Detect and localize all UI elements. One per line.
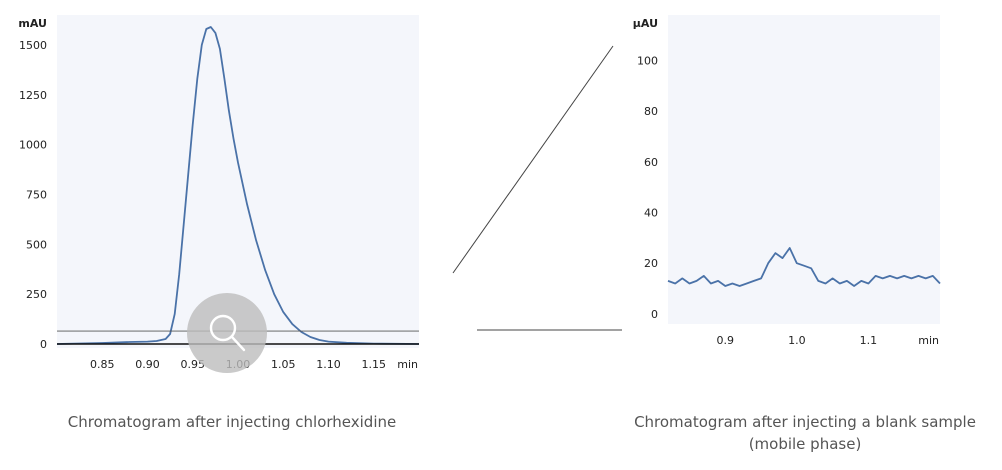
y-tick-label: 1500: [19, 39, 47, 52]
y-tick-label: 1250: [19, 89, 47, 102]
chlorhexidine-chromatogram: 02505007501000125015000.850.900.951.001.…: [18, 15, 420, 373]
x-tick-label: 0.90: [135, 358, 160, 371]
chart2-plot-area: [668, 15, 940, 324]
y-tick-label: 1000: [19, 139, 47, 152]
y-tick-label: 500: [26, 238, 47, 251]
y-tick-label: 80: [644, 105, 658, 118]
y-tick-label: 0: [40, 338, 47, 351]
x-axis-unit: min: [397, 358, 418, 371]
x-tick-label: 0.85: [90, 358, 115, 371]
blank-sample-chromatogram: 0 20 40 60 80 100 0.9 1.0 1.1 μAU min: [633, 15, 941, 347]
zoom-circle: [187, 293, 267, 373]
y-tick-label: 250: [26, 288, 47, 301]
x-tick-label: 0.9: [717, 334, 735, 347]
y-tick-label: 60: [644, 156, 658, 169]
chart2-caption: Chromatogram after injecting a blank sam…: [634, 413, 976, 453]
x-tick-label: 1.05: [271, 358, 296, 371]
x-tick-label: 1.15: [362, 358, 387, 371]
y-tick-label: 750: [26, 188, 47, 201]
magnifier-icon: [209, 314, 246, 352]
x-tick-label: 1.0: [788, 334, 806, 347]
y-tick-label: 20: [644, 257, 658, 270]
x-tick-label: 1.1: [860, 334, 878, 347]
zoom-connector-upper: [452, 45, 614, 274]
x-axis-unit: min: [918, 334, 939, 347]
chart2-trace: [667, 247, 941, 287]
chart1-caption: Chromatogram after injecting chlorhexidi…: [67, 413, 397, 431]
y-axis-unit: μAU: [633, 17, 658, 30]
chart1-plot-area: [57, 15, 419, 348]
y-tick-label: 40: [644, 207, 658, 220]
y-tick-label: 100: [637, 55, 658, 68]
y-axis-unit: mAU: [18, 17, 47, 30]
zoom-button[interactable]: [187, 293, 267, 373]
y-tick-label: 0: [651, 308, 658, 321]
chart1-trace: [56, 26, 420, 345]
x-tick-label: 1.10: [316, 358, 341, 371]
